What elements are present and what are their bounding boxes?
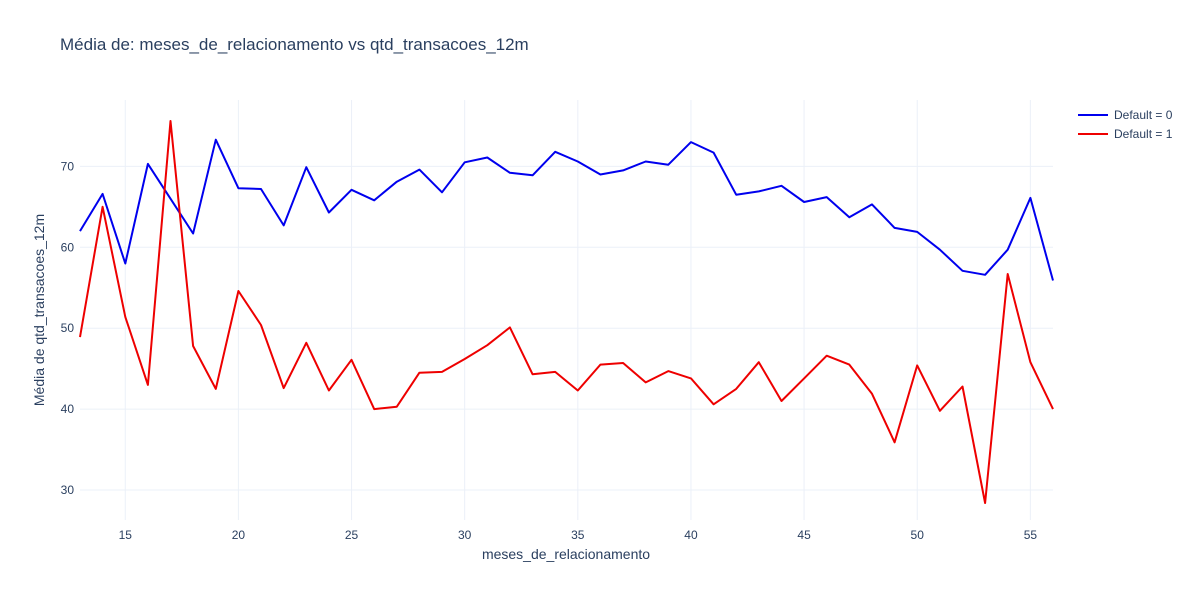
y-tick-label: 70 <box>61 159 75 173</box>
legend-item-default-0[interactable]: Default = 0 <box>1078 108 1173 122</box>
series-line-default-1 <box>79 120 1054 504</box>
x-tick-label: 55 <box>1024 528 1038 542</box>
x-tick-label: 20 <box>232 528 246 542</box>
legend-item-default-1[interactable]: Default = 1 <box>1078 127 1173 141</box>
legend[interactable]: Default = 0 Default = 1 <box>1078 108 1173 141</box>
series-lines <box>79 120 1054 504</box>
grid <box>80 100 1053 520</box>
x-tick-label: 45 <box>797 528 811 542</box>
legend-label: Default = 1 <box>1114 127 1173 141</box>
x-tick-label: 35 <box>571 528 585 542</box>
x-tick-label: 30 <box>458 528 472 542</box>
y-tick-label: 30 <box>61 483 75 497</box>
y-tick-label: 60 <box>61 240 75 254</box>
chart-title: Média de: meses_de_relacionamento vs qtd… <box>60 35 529 54</box>
legend-label: Default = 0 <box>1114 108 1173 122</box>
x-tick-label: 50 <box>911 528 925 542</box>
y-axis-ticks: 30 40 50 60 70 <box>61 159 75 497</box>
x-tick-label: 40 <box>684 528 698 542</box>
x-axis-ticks: 15 20 25 30 35 40 45 50 55 <box>119 528 1038 542</box>
y-tick-label: 40 <box>61 402 75 416</box>
x-axis-title: meses_de_relacionamento <box>482 546 650 562</box>
y-tick-label: 50 <box>61 321 75 335</box>
y-axis-title: Média de qtd_transacoes_12m <box>31 214 47 406</box>
x-tick-label: 25 <box>345 528 359 542</box>
series-line-default-0 <box>79 138 1054 281</box>
x-tick-label: 15 <box>119 528 133 542</box>
